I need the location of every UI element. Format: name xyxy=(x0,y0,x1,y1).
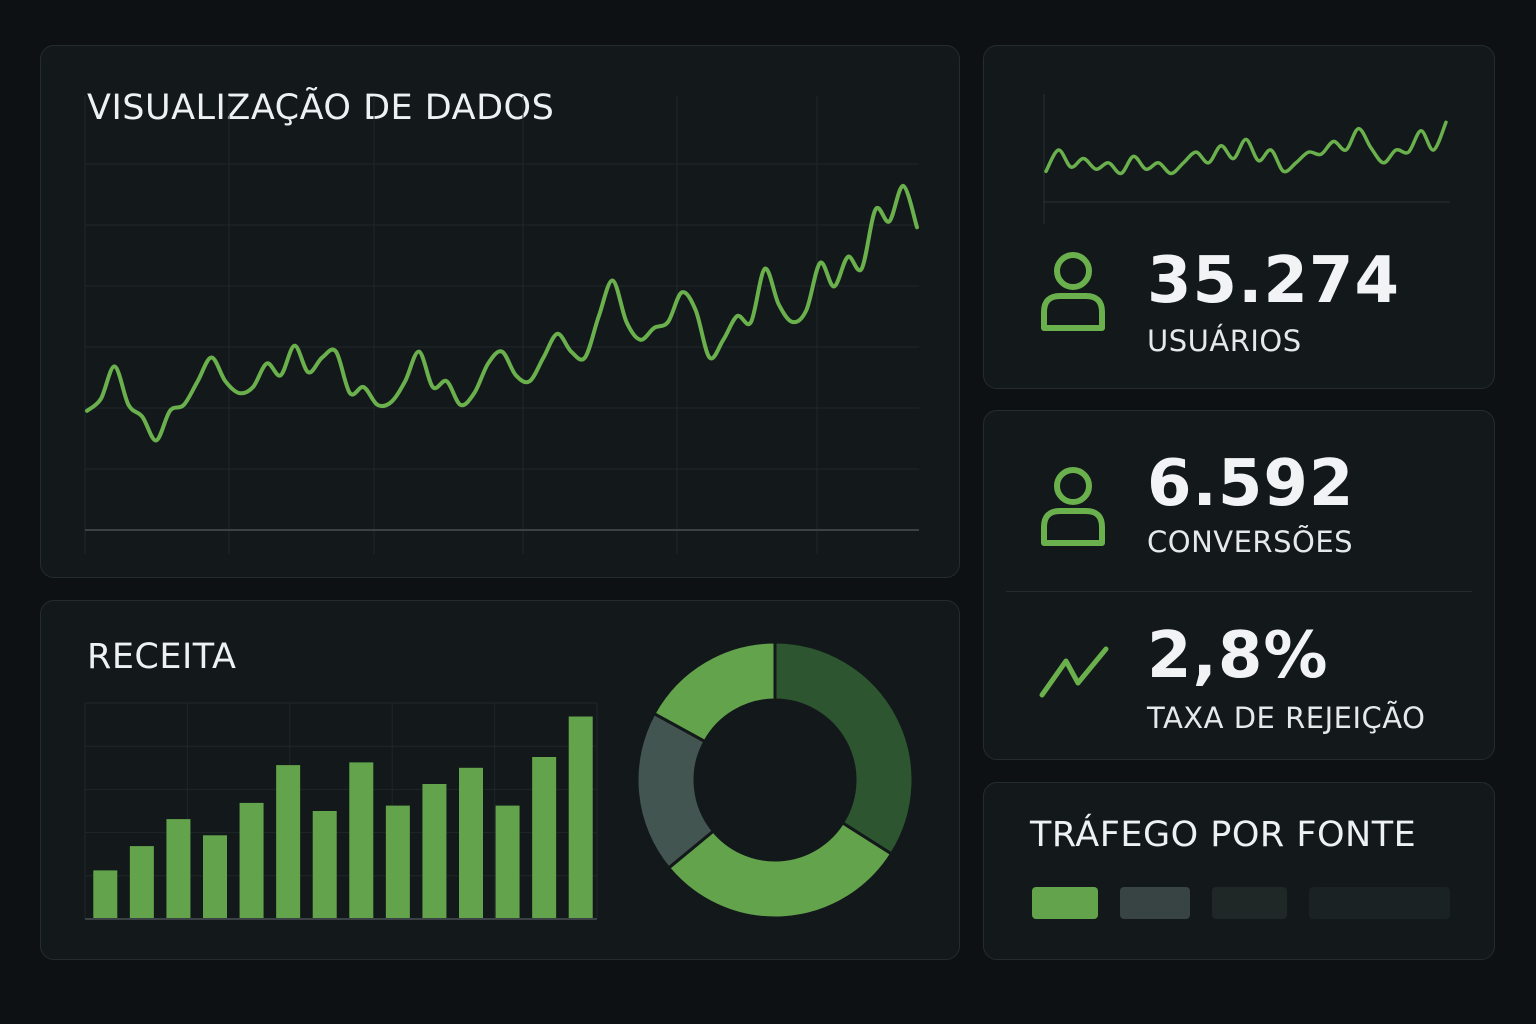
traffic-source-bar xyxy=(1032,887,1098,919)
traffic-card: TRÁFEGO POR FONTE xyxy=(983,782,1495,960)
users-card: 35.274 USUÁRIOS xyxy=(983,45,1495,389)
revenue-donut-chart xyxy=(635,640,915,920)
users-label: USUÁRIOS xyxy=(1147,324,1302,358)
data-visualization-title: VISUALIZAÇÃO DE DADOS xyxy=(87,88,555,128)
revenue-bar xyxy=(495,805,520,919)
trend-line-icon xyxy=(1039,646,1109,698)
conversions-label: CONVERSÕES xyxy=(1147,525,1354,559)
donut-slice xyxy=(652,640,777,744)
bounce-rate-label: TAXA DE REJEIÇÃO xyxy=(1147,701,1426,735)
revenue-bar xyxy=(349,762,374,919)
revenue-card: RECEITA xyxy=(40,600,960,960)
divider xyxy=(1006,591,1472,592)
main-line-chart xyxy=(84,96,919,554)
revenue-bar xyxy=(385,805,410,919)
revenue-bar xyxy=(422,784,447,919)
bounce-rate-value: 2,8% xyxy=(1147,619,1329,693)
traffic-title: TRÁFEGO POR FONTE xyxy=(1030,815,1417,855)
revenue-bar xyxy=(459,767,483,919)
conversions-value: 6.592 xyxy=(1147,447,1355,521)
revenue-bar xyxy=(129,846,154,919)
sparkline-series xyxy=(1044,120,1448,176)
revenue-bar xyxy=(276,765,301,919)
revenue-bar xyxy=(166,819,191,919)
revenue-bar xyxy=(568,716,593,919)
users-sparkline xyxy=(1043,94,1450,224)
traffic-source-bar xyxy=(1212,887,1287,919)
revenue-bar xyxy=(203,835,227,919)
revenue-bar-chart xyxy=(84,702,598,920)
traffic-source-bar xyxy=(1309,887,1450,919)
donut-slice xyxy=(666,820,894,920)
traffic-source-bar xyxy=(1120,887,1190,919)
revenue-bar xyxy=(239,802,264,919)
data-series-line xyxy=(85,183,919,443)
data-visualization-card: VISUALIZAÇÃO DE DADOS xyxy=(40,45,960,578)
conversions-card: 6.592 CONVERSÕES 2,8% TAXA DE REJEIÇÃO xyxy=(983,410,1495,760)
revenue-title: RECEITA xyxy=(87,637,237,677)
revenue-bar xyxy=(312,811,337,919)
revenue-bar xyxy=(93,870,118,919)
users-value: 35.274 xyxy=(1147,244,1400,318)
user-icon xyxy=(1041,467,1105,546)
user-icon xyxy=(1041,252,1105,331)
donut-slice xyxy=(773,640,915,857)
revenue-bar xyxy=(532,757,557,919)
